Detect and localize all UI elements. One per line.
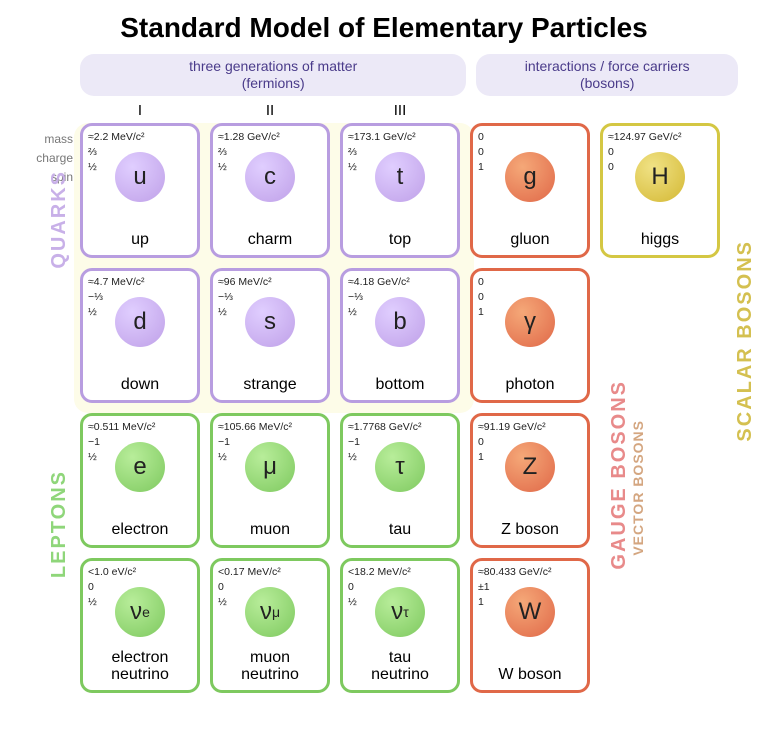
particle-ball: μ <box>245 442 295 492</box>
mass-value: ≈80.433 GeV/c² <box>478 565 582 580</box>
particle-ball: H <box>635 152 685 202</box>
particle-ball: Z <box>505 442 555 492</box>
tile-gluon: 001ggluon <box>470 123 590 258</box>
tile-Z-boson: ≈91.19 GeV/c²01ZZ boson <box>470 413 590 548</box>
mass-value: ≈105.66 MeV/c² <box>218 420 322 435</box>
particle-row: <1.0 eV/c²0½νeelectronneutrino<0.17 MeV/… <box>80 558 768 693</box>
fermions-line1: three generations of matter <box>86 58 460 75</box>
quarks-label: QUARKS <box>48 170 71 269</box>
mass-value: ≈1.7768 GeV/c² <box>348 420 452 435</box>
particle-row: ≈0.511 MeV/c²−1½eelectron≈105.66 MeV/c²−… <box>80 413 768 548</box>
gauge-bosons-label: GAUGE BOSONS <box>608 380 631 570</box>
particle-name: electron <box>83 522 197 539</box>
tile-muon: ≈105.66 MeV/c²−1½μmuon <box>210 413 330 548</box>
generation-row: I II III <box>0 102 768 119</box>
particle-name: muonneutrino <box>213 650 327 684</box>
particle-name: higgs <box>603 232 717 249</box>
particle-name: bottom <box>343 377 457 394</box>
particle-ball: s <box>245 297 295 347</box>
mass-value: ≈96 MeV/c² <box>218 275 322 290</box>
particle-name: down <box>83 377 197 394</box>
leptons-label: LEPTONS <box>48 470 71 578</box>
particle-ball: t <box>375 152 425 202</box>
tile-down: ≈4.7 MeV/c²−⅓½ddown <box>80 268 200 403</box>
bosons-line2: (bosons) <box>482 75 732 92</box>
mass-value: <1.0 eV/c² <box>88 565 192 580</box>
gen-3: III <box>340 102 460 119</box>
fermions-header: three generations of matter (fermions) <box>80 54 466 96</box>
bosons-line1: interactions / force carriers <box>482 58 732 75</box>
particle-row: ≈4.7 MeV/c²−⅓½ddown≈96 MeV/c²−⅓½sstrange… <box>80 268 768 403</box>
mass-value: ≈91.19 GeV/c² <box>478 420 582 435</box>
tile-muon-neutrino: <0.17 MeV/c²0½νμmuonneutrino <box>210 558 330 693</box>
fermions-line2: (fermions) <box>86 75 460 92</box>
mass-value: ≈4.7 MeV/c² <box>88 275 192 290</box>
particle-name: tau <box>343 522 457 539</box>
vector-bosons-label: VECTOR BOSONS <box>630 420 646 556</box>
particle-name: electronneutrino <box>83 650 197 684</box>
chart-title: Standard Model of Elementary Particles <box>0 0 768 54</box>
tile-bottom: ≈4.18 GeV/c²−⅓½bbottom <box>340 268 460 403</box>
tile-top: ≈173.1 GeV/c²⅔½ttop <box>340 123 460 258</box>
particle-name: tauneutrino <box>343 650 457 684</box>
tile-electron: ≈0.511 MeV/c²−1½eelectron <box>80 413 200 548</box>
particle-grid: ≈2.2 MeV/c²⅔½uup≈1.28 GeV/c²⅔½ccharm≈173… <box>0 123 768 693</box>
mass-value: 0 <box>478 130 582 145</box>
tile-strange: ≈96 MeV/c²−⅓½sstrange <box>210 268 330 403</box>
tile-photon: 001γphoton <box>470 268 590 403</box>
particle-name: muon <box>213 522 327 539</box>
mass-value: ≈124.97 GeV/c² <box>608 130 712 145</box>
mass-value: <0.17 MeV/c² <box>218 565 322 580</box>
mass-value: ≈173.1 GeV/c² <box>348 130 452 145</box>
mass-value: ≈1.28 GeV/c² <box>218 130 322 145</box>
mass-value: ≈0.511 MeV/c² <box>88 420 192 435</box>
tile-charm: ≈1.28 GeV/c²⅔½ccharm <box>210 123 330 258</box>
particle-name: charm <box>213 232 327 249</box>
particle-ball: νe <box>115 587 165 637</box>
scalar-bosons-label: SCALAR BOSONS <box>734 240 757 442</box>
tile-electron-neutrino: <1.0 eV/c²0½νeelectronneutrino <box>80 558 200 693</box>
particle-ball: W <box>505 587 555 637</box>
mass-value: <18.2 MeV/c² <box>348 565 452 580</box>
mass-value: 0 <box>478 275 582 290</box>
particle-ball: γ <box>505 297 555 347</box>
particle-ball: τ <box>375 442 425 492</box>
tile-tau-neutrino: <18.2 MeV/c²0½ντtauneutrino <box>340 558 460 693</box>
tile-W-boson: ≈80.433 GeV/c²±11WW boson <box>470 558 590 693</box>
particle-ball: c <box>245 152 295 202</box>
tile-higgs: ≈124.97 GeV/c²00Hhiggs <box>600 123 720 258</box>
particle-row: ≈2.2 MeV/c²⅔½uup≈1.28 GeV/c²⅔½ccharm≈173… <box>80 123 768 258</box>
particle-name: photon <box>473 377 587 394</box>
particle-name: Z boson <box>473 522 587 539</box>
particle-name: strange <box>213 377 327 394</box>
bosons-header: interactions / force carriers (bosons) <box>476 54 738 96</box>
particle-ball: νμ <box>245 587 295 637</box>
tile-tau: ≈1.7768 GeV/c²−1½τtau <box>340 413 460 548</box>
particle-ball: d <box>115 297 165 347</box>
gen-1: I <box>80 102 200 119</box>
particle-ball: u <box>115 152 165 202</box>
gen-2: II <box>210 102 330 119</box>
tile-up: ≈2.2 MeV/c²⅔½uup <box>80 123 200 258</box>
mass-value: ≈2.2 MeV/c² <box>88 130 192 145</box>
particle-ball: g <box>505 152 555 202</box>
particle-name: up <box>83 232 197 249</box>
particle-name: W boson <box>473 667 587 684</box>
column-headers: three generations of matter (fermions) i… <box>0 54 768 102</box>
particle-ball: b <box>375 297 425 347</box>
particle-ball: e <box>115 442 165 492</box>
mass-value: ≈4.18 GeV/c² <box>348 275 452 290</box>
particle-ball: ντ <box>375 587 425 637</box>
particle-name: gluon <box>473 232 587 249</box>
particle-name: top <box>343 232 457 249</box>
